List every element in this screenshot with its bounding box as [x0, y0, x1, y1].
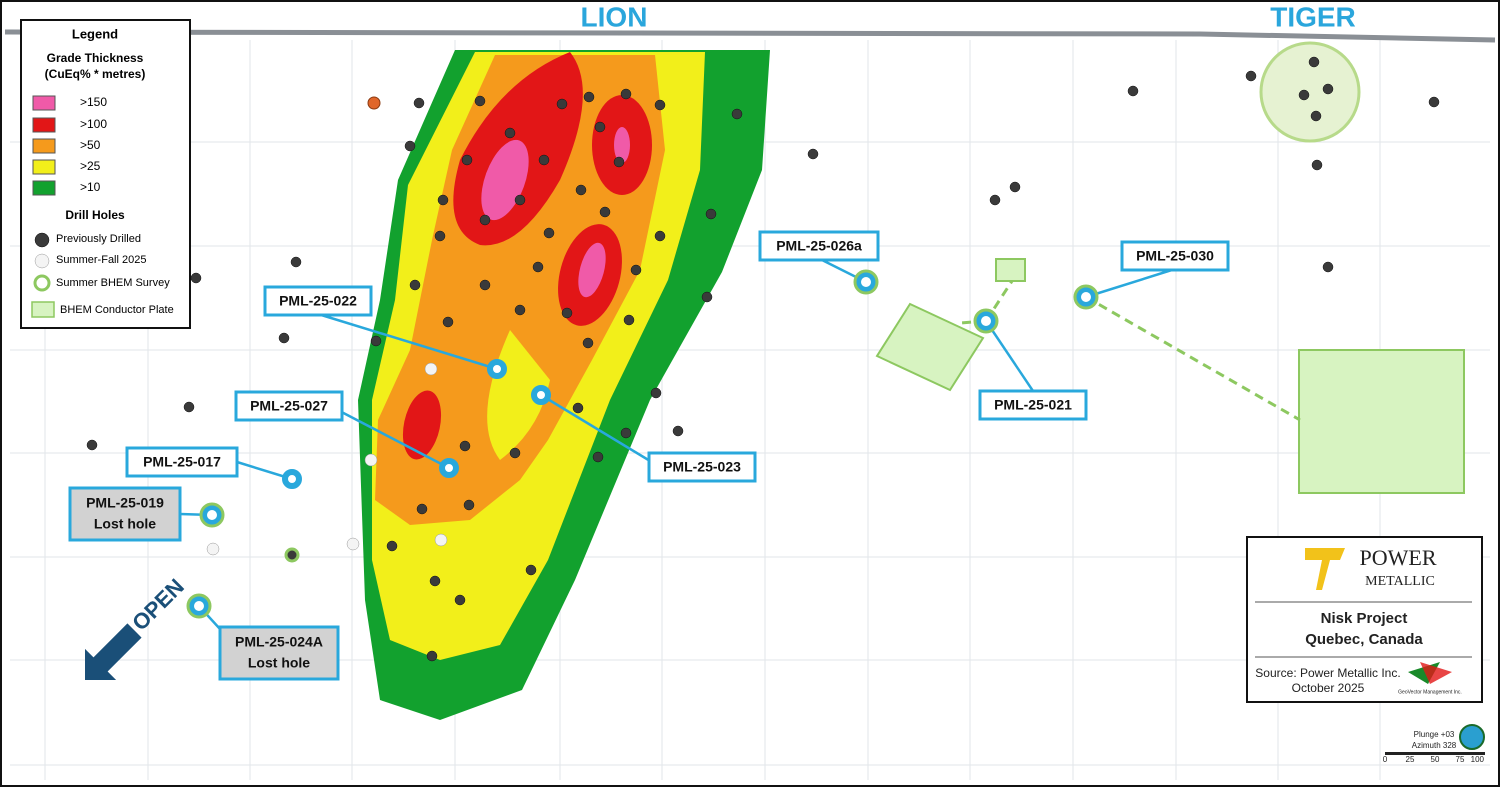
hole-markers [188, 271, 1097, 617]
callout-boxes [68, 230, 1230, 681]
zone-name: TIGER [1270, 1, 1356, 32]
date: October 2025 [1292, 681, 1365, 695]
project: Nisk Project [1321, 610, 1408, 627]
hole-label: PML-25-019 [86, 495, 164, 511]
legend-subtitle: Drill Holes [65, 208, 125, 222]
scale-label: 25 [1406, 755, 1415, 764]
hole-marker-rings [186, 269, 1099, 619]
hole-label: PML-25-024A [235, 634, 323, 650]
legend-grade: >25 [80, 159, 101, 173]
hole-label: PML-25-027 [250, 398, 328, 414]
brand: POWER [1360, 545, 1437, 570]
location: Quebec, Canada [1305, 631, 1423, 648]
zone-gt100 [402, 390, 442, 460]
legend-hole: BHEM Conductor Plate [60, 304, 174, 316]
zone-gt150 [614, 127, 630, 163]
source: Source: Power Metallic Inc. [1255, 666, 1400, 680]
legend-grade: >150 [80, 95, 107, 109]
hole-label: PML-25-021 [994, 397, 1072, 413]
scale-label: 75 [1456, 755, 1465, 764]
scale-label: 50 [1431, 755, 1440, 764]
conductor-plates [875, 258, 1465, 494]
logo-block: POWER METALLIC Nisk Project Quebec, Cana… [1246, 536, 1483, 703]
plunge: Plunge +03 [1414, 730, 1455, 739]
surface-line [4, 29, 1496, 43]
legend-hole: Previously Drilled [56, 233, 141, 245]
legend-grade: >10 [80, 180, 101, 194]
hole-label: PML-25-030 [1136, 248, 1214, 264]
hole-label: PML-25-026a [776, 238, 862, 254]
azimuth: Azimuth 328 [1412, 741, 1457, 750]
scale: Plunge +03 Azimuth 328 0 25 50 75 100 [1383, 724, 1485, 764]
legend-hole: Summer-Fall 2025 [56, 254, 146, 266]
brand: METALLIC [1365, 574, 1435, 589]
hole-label: PML-25-017 [143, 454, 221, 470]
hole-note: Lost hole [94, 516, 156, 532]
partner: GeoVector Management Inc. [1398, 689, 1462, 695]
scale-label: 0 [1383, 755, 1388, 764]
legend-subtitle: Grade Thickness [47, 51, 144, 65]
hole-note: Lost hole [248, 655, 310, 671]
tiger-highlight [1259, 41, 1361, 143]
legend-title: Legend [72, 26, 118, 41]
hole-label: PML-25-022 [279, 293, 357, 309]
legend-hole: Summer BHEM Survey [56, 277, 170, 289]
scale-label: 100 [1471, 755, 1485, 764]
hole-label: PML-25-023 [663, 459, 741, 475]
zone-gt150 [578, 242, 606, 298]
drill-holes [86, 56, 1440, 662]
zone-gt50 [375, 55, 665, 525]
legend-grade: >50 [80, 138, 101, 152]
legend: Legend Grade Thickness (CuEq% * metres) … [20, 19, 191, 329]
legend-grade: >100 [80, 117, 107, 131]
zone-name: LION [581, 1, 648, 32]
legend-subtitle: (CuEq% * metres) [45, 67, 146, 81]
